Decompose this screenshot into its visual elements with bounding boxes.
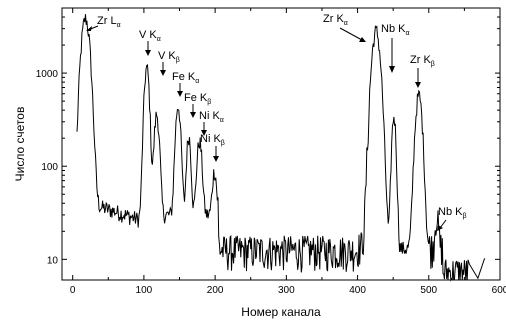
svg-text:Ni Kβ: Ni Kβ [200, 133, 225, 147]
peak-label-v-ka: V Kα [139, 29, 161, 56]
svg-text:Fe Kα: Fe Kα [172, 71, 199, 85]
peak-label-zr-kb: Zr Kβ [410, 54, 435, 88]
svg-text:Nb Kβ: Nb Kβ [438, 206, 467, 220]
peak-label-fe-kb: Fe Kβ [184, 92, 211, 118]
y-axis-title: Число счетов [13, 107, 27, 182]
peak-label-fe-ka: Fe Kα [172, 71, 199, 97]
svg-text:Zr Kα: Zr Kα [323, 13, 348, 27]
peak-label-zr-ka: Zr Kα [323, 13, 366, 42]
axis-tick-labels: 0 100 200 300 400 500 600 10 100 1000 [36, 69, 506, 296]
x-tick-label: 400 [349, 285, 366, 296]
y-tick-label: 1000 [36, 69, 59, 80]
svg-text:Fe Kβ: Fe Kβ [184, 92, 211, 106]
x-tick-label: 200 [207, 285, 224, 296]
x-tick-label: 100 [136, 285, 153, 296]
x-axis-title: Номер канала [241, 305, 321, 319]
x-tick-label: 0 [70, 285, 76, 296]
svg-text:Nb Kα: Nb Kα [381, 23, 410, 37]
peak-label-v-kb: V Kβ [158, 50, 180, 76]
x-tick-label: 500 [420, 285, 437, 296]
svg-text:Zr Kβ: Zr Kβ [410, 54, 435, 68]
peak-label-nb-ka: Nb Kα [381, 23, 410, 73]
spectrum-line [76, 14, 486, 282]
svg-text:V Kβ: V Kβ [158, 50, 180, 64]
peak-label-ni-ka: Ni Kα [199, 110, 224, 136]
peak-label-zr-la: Zr Lα [86, 15, 121, 31]
axis-ticks [62, 8, 501, 280]
svg-text:Ni Kα: Ni Kα [199, 110, 224, 124]
y-tick-label: 10 [47, 255, 59, 266]
y-tick-label: 100 [41, 162, 58, 173]
plot-frame [61, 7, 501, 281]
x-tick-label: 600 [492, 285, 506, 296]
x-tick-label: 300 [278, 285, 295, 296]
svg-text:Zr Lα: Zr Lα [97, 15, 121, 29]
peak-label-ni-kb: Ni Kβ [200, 133, 225, 162]
svg-text:V Kα: V Kα [139, 29, 161, 43]
peak-label-nb-kb: Nb Kβ [437, 206, 467, 231]
